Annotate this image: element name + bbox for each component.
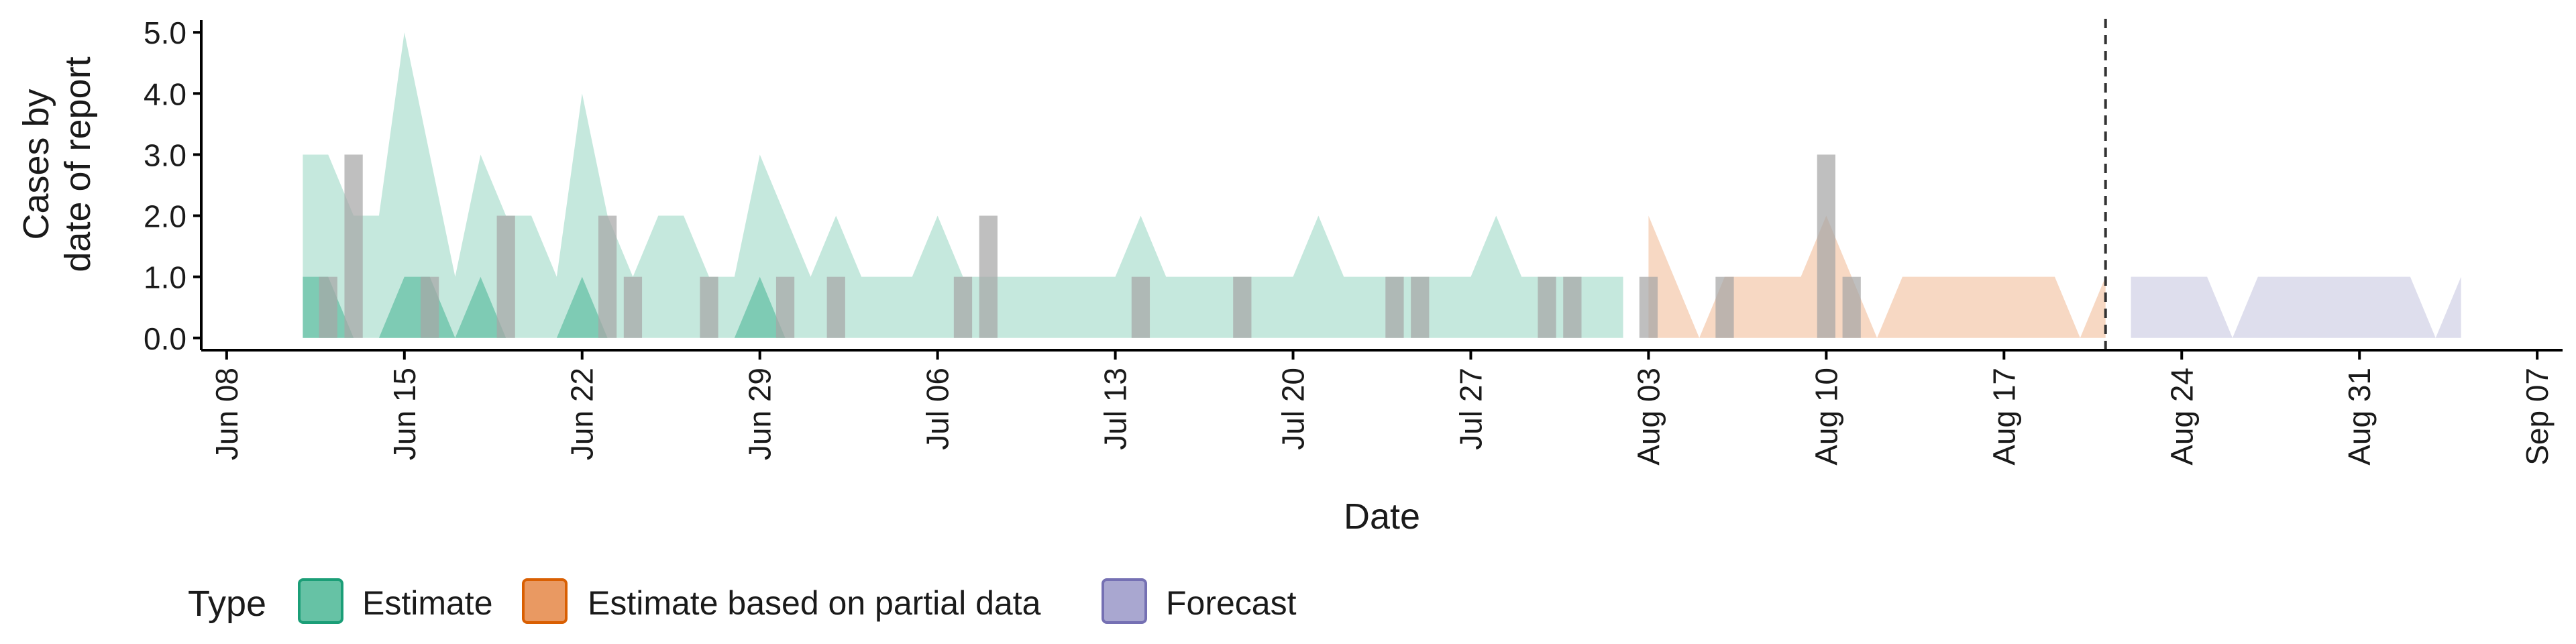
legend-label-1: Estimate based on partial data <box>588 584 1041 622</box>
y-tick-label: 2.0 <box>144 199 186 234</box>
legend-key-1 <box>522 578 568 624</box>
x-tick-label: Aug 17 <box>1986 368 2021 466</box>
observed-bar <box>775 276 795 338</box>
observed-bar <box>598 215 617 338</box>
legend-label-0: Estimate <box>362 584 493 622</box>
observed-bar <box>1563 276 1582 338</box>
observed-bar <box>979 215 998 338</box>
y-tick-label: 0.0 <box>144 321 186 356</box>
observed-bar <box>1385 276 1404 338</box>
x-tick-label: Aug 31 <box>2342 368 2377 466</box>
x-tick-label: Jul 13 <box>1098 368 1133 450</box>
y-tick-label: 4.0 <box>144 76 186 111</box>
legend: Type Estimate Estimate based on partial d… <box>188 578 1297 624</box>
observed-bar <box>1411 276 1430 338</box>
observed-bar <box>496 215 515 338</box>
observed-bar <box>1817 154 1835 338</box>
y-tick-label: 1.0 <box>144 260 186 295</box>
observed-bar <box>1538 276 1556 338</box>
x-tick-label: Aug 03 <box>1631 368 1666 466</box>
axes: 0.0 1.0 2.0 3.0 4.0 5.0 Jun 08 Jun 15 Jun 22 Jun … <box>144 15 2563 466</box>
observed-bar <box>1639 276 1658 338</box>
x-tick-label: Jun 08 <box>209 368 244 460</box>
observed-bar <box>953 276 973 338</box>
observed-bar <box>826 276 845 338</box>
observed-bar <box>1131 276 1150 338</box>
x-tick-label: Jul 06 <box>920 368 955 450</box>
observed-bar <box>700 276 718 338</box>
y-tick-label: 5.0 <box>144 15 186 50</box>
observed-bar <box>344 154 363 338</box>
legend-key-0 <box>298 578 343 624</box>
x-tick-label: Jun 29 <box>743 368 777 460</box>
x-tick-label: Jun 22 <box>565 368 600 460</box>
x-tick-label: Aug 24 <box>2164 368 2199 466</box>
observed-bar <box>1233 276 1252 338</box>
ribbon-outer-1 <box>1648 215 2106 338</box>
legend-label-2: Forecast <box>1166 584 1297 622</box>
y-axis-title-line-2: date of report <box>58 56 98 272</box>
legend-key-2 <box>1102 578 1147 624</box>
x-tick-label: Jun 15 <box>387 368 422 460</box>
y-tick-label: 3.0 <box>144 138 186 172</box>
observed-bars <box>319 154 1861 338</box>
observed-bar <box>319 276 337 338</box>
x-axis-title: Date <box>1344 496 1420 537</box>
y-axis-title-line-1: Cases by <box>16 89 56 239</box>
observed-bar <box>1715 276 1734 338</box>
legend-title: Type <box>188 584 266 624</box>
observed-bar <box>1842 276 1861 338</box>
observed-bar <box>421 276 439 338</box>
ribbon-outer-2 <box>2131 276 2461 338</box>
x-tick-label: Jul 27 <box>1453 368 1488 450</box>
x-tick-label: Jul 20 <box>1276 368 1311 450</box>
x-tick-label: Sep 07 <box>2520 368 2555 466</box>
observed-bar <box>623 276 643 338</box>
x-tick-label: Aug 10 <box>1809 368 1843 466</box>
